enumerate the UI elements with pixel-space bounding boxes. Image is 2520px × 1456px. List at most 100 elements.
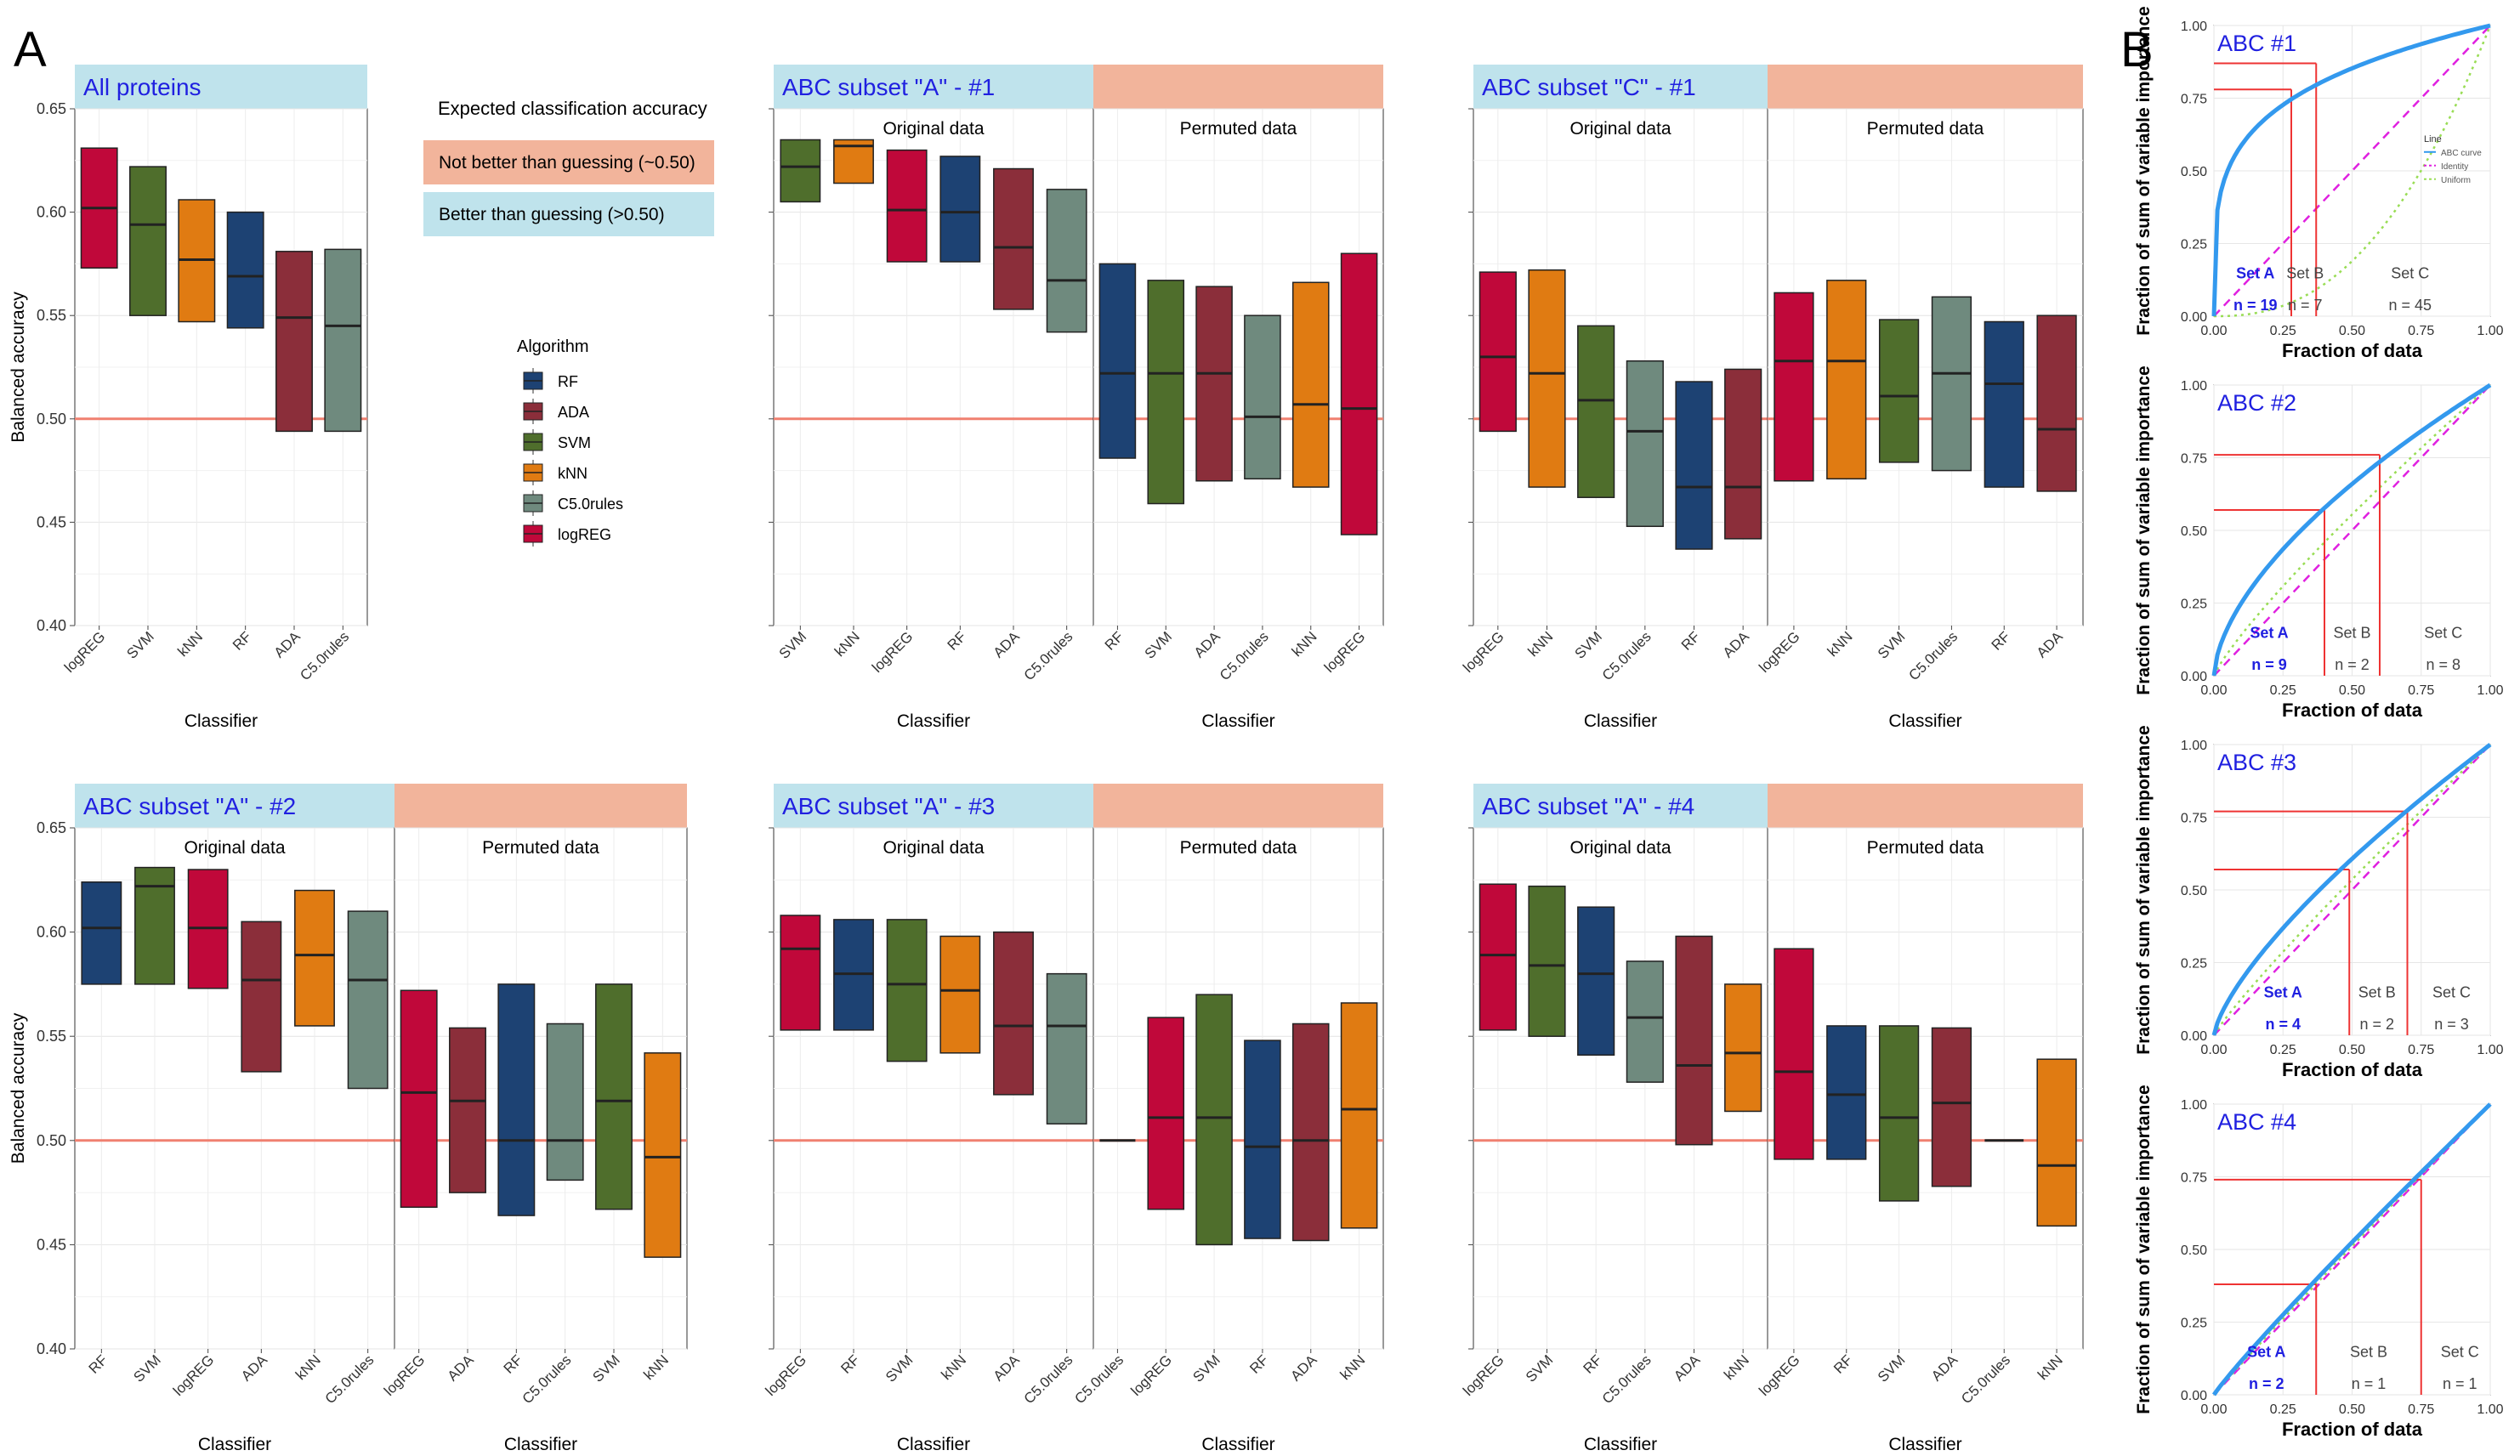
facet-label: Original data xyxy=(883,119,984,139)
set-name: Set C xyxy=(2441,1344,2479,1361)
box-RF xyxy=(939,156,981,263)
y-tick-label: 0.40 xyxy=(37,1340,66,1357)
x-tick-label: 0.75 xyxy=(2408,683,2434,698)
y-tick-label: 0.25 xyxy=(2181,238,2207,252)
set-count: n = 2 xyxy=(2249,1375,2284,1392)
abc-chart: ABC #3 Set A n = 4 Set B n = 2 Set C n = 3 0.00… xyxy=(2134,725,2504,1080)
box-ADA xyxy=(2036,314,2077,492)
x-axis-label: Classifier xyxy=(198,1435,271,1454)
abc-curve xyxy=(2211,23,2491,317)
box-body xyxy=(1147,280,1185,505)
x-tick-label: 0.00 xyxy=(2200,324,2227,338)
algorithm-legend-item: kNN xyxy=(523,460,587,485)
legend-label: C5.0rules xyxy=(558,496,623,513)
y-tick-label: 0.50 xyxy=(2181,165,2207,179)
x-tick-label: 0.25 xyxy=(2270,683,2296,698)
facet-strip xyxy=(75,65,367,109)
accuracy-legend-title: Expected classification accuracy xyxy=(438,98,707,119)
algorithm-legend-item: C5.0rules xyxy=(523,490,623,516)
x-axis-label: Fraction of data xyxy=(2282,1059,2423,1080)
facet-label: Original data xyxy=(1569,838,1671,858)
x-tick-label: 1.00 xyxy=(2477,1043,2503,1057)
box-logREG xyxy=(187,869,229,989)
abc-curve xyxy=(2211,743,2492,1036)
box-C5.0rules xyxy=(1244,314,1281,480)
box-ADA xyxy=(1724,368,1762,540)
box-kNN xyxy=(1724,983,1762,1113)
not-better-swatch xyxy=(423,140,714,184)
box-body xyxy=(1826,1025,1867,1160)
box-body xyxy=(939,156,981,263)
box-logREG xyxy=(400,989,438,1209)
box-body xyxy=(1878,1025,1920,1202)
y-tick-label: 0.00 xyxy=(2181,1029,2207,1044)
box-RF xyxy=(833,919,874,1031)
x-axis-label: Fraction of data xyxy=(2282,340,2423,361)
box-body xyxy=(1724,368,1762,540)
box-body xyxy=(1878,319,1920,463)
chart-title: ABC subset "A" - #1 xyxy=(782,74,995,100)
y-tick-label: 0.65 xyxy=(37,819,66,836)
facet-label: Permuted data xyxy=(1867,119,1984,139)
box-ADA xyxy=(241,921,282,1073)
y-tick-label: 0.50 xyxy=(2181,884,2207,898)
abc-title: ABC #1 xyxy=(2217,31,2296,56)
legend-label: ADA xyxy=(558,404,589,421)
y-tick-label: 0.00 xyxy=(2181,670,2207,684)
x-tick-label: 0.75 xyxy=(2408,1402,2434,1417)
facet-strip xyxy=(1093,784,1383,828)
y-tick-label: 0.75 xyxy=(2181,93,2207,107)
box-body xyxy=(275,251,313,433)
box-body xyxy=(226,211,264,329)
x-tick-label: 0.50 xyxy=(2339,324,2365,338)
set-count: n = 1 xyxy=(2352,1375,2387,1392)
box-body xyxy=(1626,360,1664,528)
box-body xyxy=(1244,1040,1281,1239)
algorithm-legend-item: logREG xyxy=(523,521,611,547)
set-count: n = 1 xyxy=(2443,1375,2477,1392)
facet-strip xyxy=(394,784,687,828)
box-body xyxy=(1291,281,1330,488)
algorithm-legend-item: ADA xyxy=(523,399,589,424)
box-body xyxy=(993,931,1034,1096)
set-count: n = 45 xyxy=(2388,297,2432,314)
y-tick-label: 0.65 xyxy=(37,100,66,117)
box-body xyxy=(241,921,282,1073)
box-C5.0rules xyxy=(1626,360,1664,528)
box-kNN xyxy=(1291,281,1330,488)
box-C5.0rules xyxy=(347,910,389,1090)
box-kNN xyxy=(1528,269,1566,488)
box-body xyxy=(1826,280,1867,480)
abc-line-legend: Line ABC curve Identity Uniform xyxy=(2424,134,2482,185)
abc-curve xyxy=(2211,382,2492,677)
accuracy-legend: Expected classification accuracy Not bet… xyxy=(423,98,714,236)
box-logREG xyxy=(1147,1017,1185,1210)
x-tick-label: 0.00 xyxy=(2200,1043,2227,1057)
set-name: Set B xyxy=(2350,1344,2387,1361)
y-tick-label: 1.00 xyxy=(2181,379,2207,394)
set-name: Set B xyxy=(2286,265,2324,282)
box-body xyxy=(1147,1017,1185,1210)
x-tick-label: 0.00 xyxy=(2200,683,2227,698)
y-tick-label: 0.50 xyxy=(37,411,66,428)
box-RF xyxy=(1577,906,1615,1057)
y-tick-label: 0.50 xyxy=(2181,524,2207,539)
box-body xyxy=(324,248,362,433)
uniform-curve xyxy=(2212,384,2491,677)
box-body xyxy=(546,1023,584,1181)
algorithm-legend: Algorithm RF ADA SVM kNN C5.0rules logREG xyxy=(517,337,623,547)
box-body xyxy=(400,989,438,1209)
box-kNN xyxy=(939,935,981,1054)
y-tick-label: 0.60 xyxy=(37,204,66,221)
chart-title: ABC subset "A" - #4 xyxy=(1482,793,1694,819)
x-axis-label: Classifier xyxy=(184,711,258,731)
facet-label: Original data xyxy=(883,838,984,858)
set-name: Set A xyxy=(2247,1344,2285,1361)
box-C5.0rules xyxy=(1626,960,1664,1083)
box-body xyxy=(497,983,536,1216)
